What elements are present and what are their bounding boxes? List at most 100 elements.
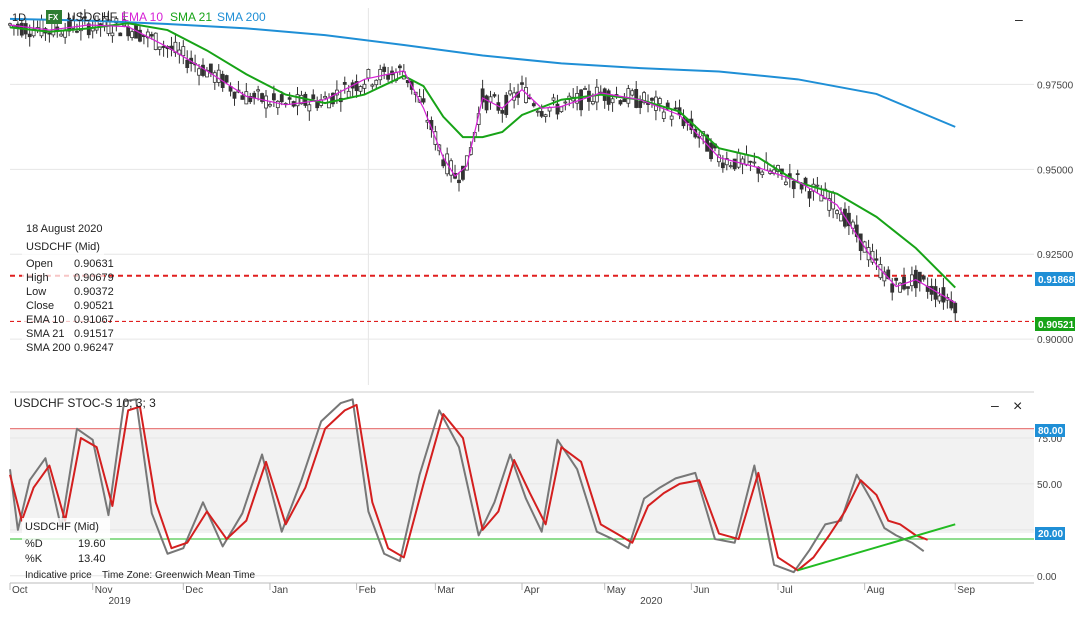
info-row-label: EMA 10 — [26, 314, 65, 326]
stoch-y-tick: 50.00 — [1037, 480, 1062, 491]
indicative-price-label: Indicative price — [25, 570, 92, 581]
candle-body — [181, 46, 186, 57]
candle-body — [197, 68, 201, 76]
candle-body — [264, 95, 268, 109]
candle-body — [657, 98, 662, 105]
candle-body — [917, 271, 922, 284]
candle-body — [275, 100, 280, 109]
legend-sma200[interactable]: SMA 200 — [217, 10, 266, 24]
candle-body — [271, 93, 276, 101]
candle-body — [279, 94, 284, 103]
candle-body — [555, 103, 560, 115]
price-y-tick: 0.90000 — [1037, 335, 1074, 346]
candle-body — [732, 158, 737, 170]
candle-body — [441, 159, 446, 167]
candle-body — [748, 160, 753, 163]
x-month-label: Jul — [780, 585, 793, 596]
candle-body — [551, 97, 556, 101]
price-panel — [10, 8, 1034, 385]
timeframe-label: 1D — [12, 12, 26, 24]
candle-body — [240, 95, 245, 100]
fx-badge-label: FX — [48, 13, 59, 22]
candle-body — [366, 69, 371, 79]
candle-body — [185, 59, 190, 68]
candle-body — [626, 88, 631, 104]
x-month-label: Aug — [867, 585, 885, 596]
candle-body — [287, 97, 292, 100]
candle-body — [260, 93, 264, 102]
candle-body — [256, 89, 261, 92]
x-month-label: Jun — [693, 585, 709, 596]
x-month-label: May — [607, 585, 626, 596]
candle-body — [791, 180, 796, 190]
candle-body — [145, 31, 150, 39]
price-minimize-button[interactable]: – — [1015, 11, 1023, 27]
stoch-tag-80 — [1035, 424, 1065, 437]
series-line-sma-200 — [9, 17, 956, 128]
candle-body — [882, 271, 887, 282]
stoch-tag-80-value: 80.00 — [1038, 426, 1063, 437]
candle-body — [201, 64, 205, 76]
stoch-tag-20-value: 20.00 — [1038, 529, 1063, 540]
legend-ema10[interactable]: EMA 10 — [121, 10, 163, 24]
candle-body — [27, 33, 32, 38]
candle-body — [232, 91, 237, 99]
price-tag-lower — [1035, 317, 1075, 331]
info-row-value: 0.90631 — [74, 258, 114, 270]
candle-body — [492, 94, 497, 97]
candle-body — [854, 224, 859, 237]
fx-badge — [46, 10, 62, 24]
legend-sma21[interactable]: SMA 21 — [170, 10, 212, 24]
stoch-close-button[interactable]: × — [1013, 398, 1022, 415]
candle-body — [846, 212, 851, 227]
candle-body — [358, 86, 363, 92]
candle-body — [208, 63, 213, 74]
stoch-minimize-button[interactable]: – — [991, 397, 999, 413]
candle-body — [484, 95, 489, 111]
candle-body — [669, 115, 674, 120]
candle-body — [520, 82, 524, 85]
x-month-label: Dec — [185, 585, 203, 596]
candle-body — [622, 98, 627, 103]
stoch-info-panel — [22, 518, 110, 566]
stoch-trendline — [797, 523, 956, 572]
price-y-tick: 0.95000 — [1037, 165, 1074, 176]
candle-body — [736, 152, 741, 168]
candle-body — [216, 69, 221, 83]
info-panel — [22, 220, 104, 356]
candle-body — [346, 90, 351, 98]
candle-body — [118, 32, 123, 37]
candle-body — [378, 69, 383, 81]
candle-body — [354, 81, 359, 92]
stoch-d-value: 19.60 — [78, 538, 106, 550]
price-tag-upper — [1035, 272, 1075, 286]
candle-body — [661, 111, 666, 119]
candle-body — [583, 88, 587, 90]
candle-body — [110, 32, 115, 37]
x-month-label: Apr — [524, 585, 540, 596]
x-month-label: Oct — [12, 585, 28, 596]
candle-body — [94, 15, 99, 31]
x-year-label: 2020 — [640, 596, 663, 607]
candle-body — [531, 103, 536, 107]
info-rows: Open 0.90631 High 0.90679 Low 0.90372 Close 0.9… — [26, 258, 114, 354]
candle-body — [760, 171, 765, 176]
info-title: USDCHF (Mid) — [26, 241, 100, 253]
info-row-label: SMA 200 — [26, 342, 71, 354]
candle-body — [835, 210, 839, 215]
candle-body — [543, 114, 548, 118]
symbol-label[interactable]: USDCHF — [67, 10, 117, 24]
candle-body — [953, 302, 958, 314]
candle-body — [799, 184, 804, 190]
price-y-tick: 0.92500 — [1037, 250, 1074, 261]
candle-body — [421, 98, 426, 103]
candle-body — [815, 184, 820, 187]
info-row-value: 0.96247 — [74, 342, 114, 354]
stoch-tag-20 — [1035, 527, 1065, 540]
candle-body — [720, 162, 725, 169]
info-row-label: High — [26, 272, 49, 284]
info-row-label: Close — [26, 300, 54, 312]
candle-body — [535, 110, 540, 113]
stoch-k-label: %K — [25, 553, 43, 565]
